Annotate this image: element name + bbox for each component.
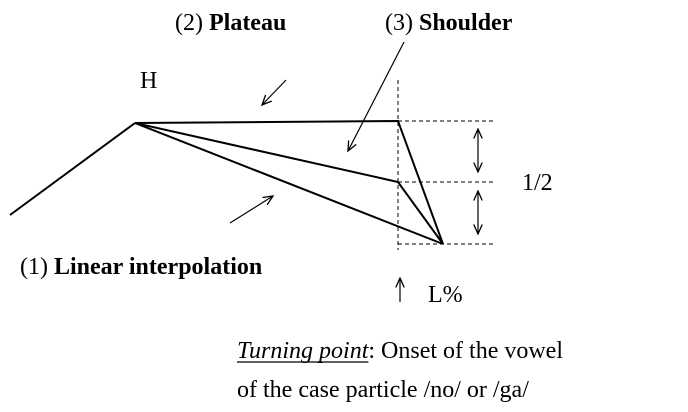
- label-number: (1): [20, 254, 48, 280]
- linear-arrow: [229, 196, 273, 224]
- turning-point-line1: Turning point: Onset of the vowel: [237, 338, 563, 364]
- label-name: Plateau: [209, 10, 286, 36]
- label-name: Shoulder: [419, 10, 513, 36]
- shoulder-label: (3) Shoulder: [385, 10, 513, 36]
- plateau-label: (2) Plateau: [175, 10, 286, 36]
- linear-label: (1) Linear interpolation: [20, 254, 262, 280]
- description: : Onset of the vowel: [368, 338, 563, 364]
- label-number: (2): [175, 10, 203, 36]
- boundary-tone: L%: [428, 282, 463, 308]
- label-name: Linear interpolation: [54, 254, 262, 280]
- linear-line: [134, 122, 444, 245]
- rise-line: [9, 122, 136, 216]
- label-number: (3): [385, 10, 413, 36]
- shoulder-arrow: [348, 41, 405, 151]
- contours: [9, 119, 444, 245]
- guides: [397, 80, 495, 250]
- arrows: [229, 41, 478, 302]
- term: Turning point: [237, 338, 370, 364]
- plateau-arrow: [262, 79, 287, 105]
- half-label: 1/2: [522, 170, 553, 196]
- turning-point-line2: of the case particle /no/ or /ga/: [237, 377, 529, 403]
- high-tone: H: [140, 68, 157, 94]
